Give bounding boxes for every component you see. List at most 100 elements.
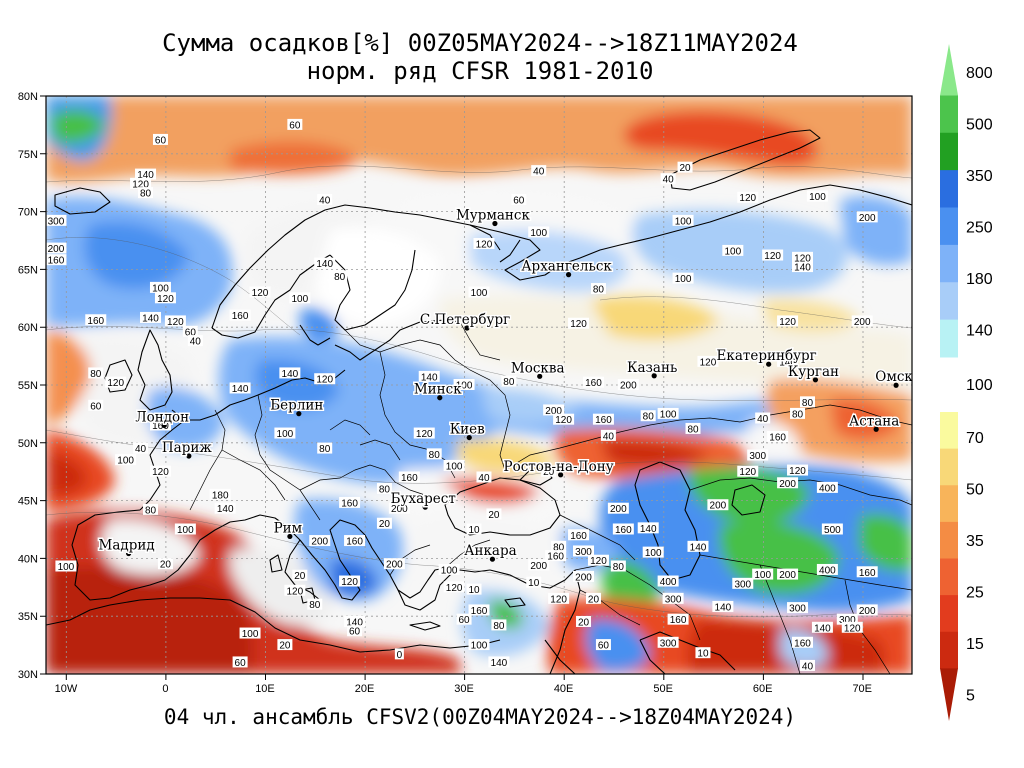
city-dot xyxy=(651,373,657,379)
contour-label: 80 xyxy=(553,542,565,553)
contour-label: 120 xyxy=(446,583,463,594)
latitude-label: 50N xyxy=(18,438,38,450)
contour-label: 160 xyxy=(87,316,104,327)
city-dot xyxy=(466,434,472,441)
contour-label: 20 xyxy=(379,519,391,530)
contour-label-bg xyxy=(174,523,196,535)
contour-label-bg xyxy=(143,503,159,515)
city-dot xyxy=(186,453,192,459)
contour-label-bg xyxy=(339,496,361,508)
colorbar-swatch xyxy=(940,595,958,633)
city-dot xyxy=(537,373,543,379)
city-dot xyxy=(812,377,819,383)
city-label: Рим xyxy=(274,520,303,536)
colorbar-level-label: 800 xyxy=(966,65,993,82)
contour-label: 100 xyxy=(471,288,488,299)
contour-label-bg xyxy=(722,244,744,256)
contour-label: 100 xyxy=(446,461,463,472)
contour-label-bg xyxy=(531,165,547,177)
contour-label: 200 xyxy=(575,572,592,583)
contour-label-bg xyxy=(209,488,231,500)
contour-label-bg xyxy=(543,404,565,416)
contour-label-bg xyxy=(383,558,405,570)
contour-label: 300 xyxy=(575,547,592,558)
contour-label-bg xyxy=(468,286,490,298)
contour-label-bg xyxy=(388,502,410,514)
colorbar-swatch xyxy=(940,95,958,134)
contour-label: 40 xyxy=(533,167,545,178)
contour-label-bg xyxy=(426,448,442,460)
contour-label-bg xyxy=(149,419,171,431)
colorbar-swatch xyxy=(940,244,958,283)
contour-label-bg xyxy=(279,367,301,379)
contour-label-bg xyxy=(152,133,168,145)
contour-label-bg xyxy=(491,619,507,631)
contour-label-bg xyxy=(752,568,774,580)
contour-label-bg xyxy=(413,427,435,439)
contour-label-bg xyxy=(573,570,595,582)
colorbar-swatch xyxy=(940,282,958,321)
contour-label: 80 xyxy=(429,450,441,461)
colorbar-level-label: 5 xyxy=(966,688,975,705)
contour-label: 120 xyxy=(550,594,567,605)
contour-label-bg xyxy=(607,502,629,514)
contour-label: 140 xyxy=(282,369,299,380)
contour-label-bg xyxy=(799,659,815,671)
contour-label: 120 xyxy=(107,378,124,389)
contour-label: 120 xyxy=(789,466,806,477)
longitude-label: 70E xyxy=(852,683,872,695)
contour-label-bg xyxy=(138,187,154,199)
latitude-label: 40N xyxy=(18,553,38,565)
contour-label-bg xyxy=(587,554,609,566)
contour-label: 100 xyxy=(471,641,488,652)
contour-label-bg xyxy=(468,639,490,651)
contour-label-bg xyxy=(394,648,404,660)
latitude-label: 80N xyxy=(18,91,38,103)
contour-label: 300 xyxy=(665,594,682,605)
contour-label-bg xyxy=(787,464,809,476)
contour-label: 20 xyxy=(294,571,306,582)
contour-label-bg xyxy=(695,647,711,659)
contour-label-bg xyxy=(592,413,614,425)
city-label: Минск xyxy=(414,382,462,398)
contour-label-bg xyxy=(657,575,679,587)
contour-label: 160 xyxy=(346,537,363,548)
colorbar-swatch xyxy=(940,44,958,96)
contour-label: 100 xyxy=(152,283,169,294)
contour-label-bg xyxy=(277,639,293,651)
contour-label: 200 xyxy=(620,381,637,392)
contour-label-bg xyxy=(46,254,67,266)
contour-label: 20 xyxy=(279,641,291,652)
contour-label: 120 xyxy=(590,556,607,567)
city-label: Архангельск xyxy=(521,259,612,275)
contour-label: 80 xyxy=(90,369,102,380)
contour-label-bg xyxy=(657,636,679,648)
contour-label-bg xyxy=(486,508,502,520)
contour-label-bg xyxy=(214,502,236,514)
contour-label-bg xyxy=(576,615,592,627)
contour-label-bg xyxy=(777,355,799,367)
contour-label: 160 xyxy=(769,433,786,444)
city-label: Париж xyxy=(162,440,212,456)
longitude-label: 20E xyxy=(355,683,375,695)
contour-label: 120 xyxy=(132,179,149,190)
contour-label: 300 xyxy=(660,638,677,649)
contour-label: 160 xyxy=(341,498,358,509)
contour-label: 200 xyxy=(854,317,871,328)
contour-label: 140 xyxy=(346,617,363,628)
contour-label: 10 xyxy=(528,578,540,589)
contour-label: 100 xyxy=(675,216,692,227)
contour-label: 160 xyxy=(547,552,564,563)
contour-label: 120 xyxy=(739,467,756,478)
city-dot xyxy=(492,220,498,227)
longitude-label: 60E xyxy=(753,683,773,695)
contour-label: 140 xyxy=(814,623,831,634)
ensemble-footer: 04 чл. ансамбль CFSV2(00Z04MAY2024-->18Z… xyxy=(163,705,797,729)
contour-label: 80 xyxy=(687,424,699,435)
colorbar-level-label: 35 xyxy=(966,533,984,550)
contour-label-bg xyxy=(816,481,838,493)
contour-label-bg xyxy=(657,407,679,419)
contour-label: 10 xyxy=(697,649,709,660)
contour-label-bg xyxy=(732,577,754,589)
